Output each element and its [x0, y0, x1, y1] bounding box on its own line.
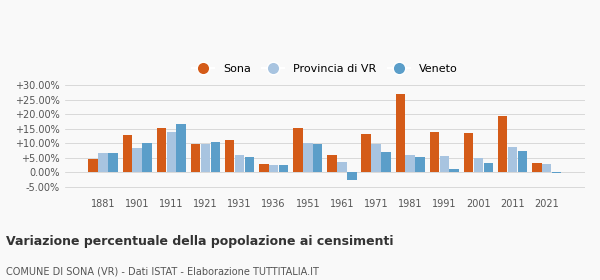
Bar	[464, 133, 473, 172]
Bar	[88, 159, 98, 172]
Bar	[235, 155, 244, 172]
Bar	[381, 152, 391, 172]
Bar	[449, 169, 459, 172]
Bar	[98, 153, 108, 172]
Bar	[440, 156, 449, 172]
Legend: Sona, Provincia di VR, Veneto: Sona, Provincia di VR, Veneto	[188, 60, 462, 78]
Bar	[415, 157, 425, 172]
Bar	[430, 132, 439, 172]
Bar	[191, 144, 200, 172]
Bar	[542, 164, 551, 172]
Bar	[200, 144, 210, 172]
Bar	[211, 142, 220, 172]
Bar	[279, 165, 289, 172]
Bar	[327, 155, 337, 172]
Bar	[176, 124, 186, 172]
Bar	[406, 155, 415, 172]
Bar	[498, 116, 508, 172]
Bar	[108, 153, 118, 172]
Bar	[245, 157, 254, 172]
Bar	[225, 140, 235, 172]
Bar	[269, 165, 278, 172]
Text: COMUNE DI SONA (VR) - Dati ISTAT - Elaborazione TUTTITALIA.IT: COMUNE DI SONA (VR) - Dati ISTAT - Elabo…	[6, 266, 319, 276]
Bar	[122, 135, 132, 172]
Bar	[167, 132, 176, 172]
Bar	[133, 148, 142, 172]
Bar	[371, 144, 381, 172]
Bar	[508, 147, 517, 172]
Bar	[259, 164, 269, 172]
Bar	[157, 128, 166, 172]
Bar	[473, 158, 483, 172]
Text: Variazione percentuale della popolazione ai censimenti: Variazione percentuale della popolazione…	[6, 235, 394, 248]
Bar	[313, 144, 322, 172]
Bar	[293, 128, 302, 172]
Bar	[303, 143, 313, 172]
Bar	[532, 163, 542, 172]
Bar	[484, 163, 493, 172]
Bar	[142, 143, 152, 172]
Bar	[347, 172, 356, 179]
Bar	[518, 151, 527, 172]
Bar	[552, 172, 562, 173]
Bar	[395, 94, 405, 172]
Bar	[361, 134, 371, 172]
Bar	[337, 162, 347, 172]
